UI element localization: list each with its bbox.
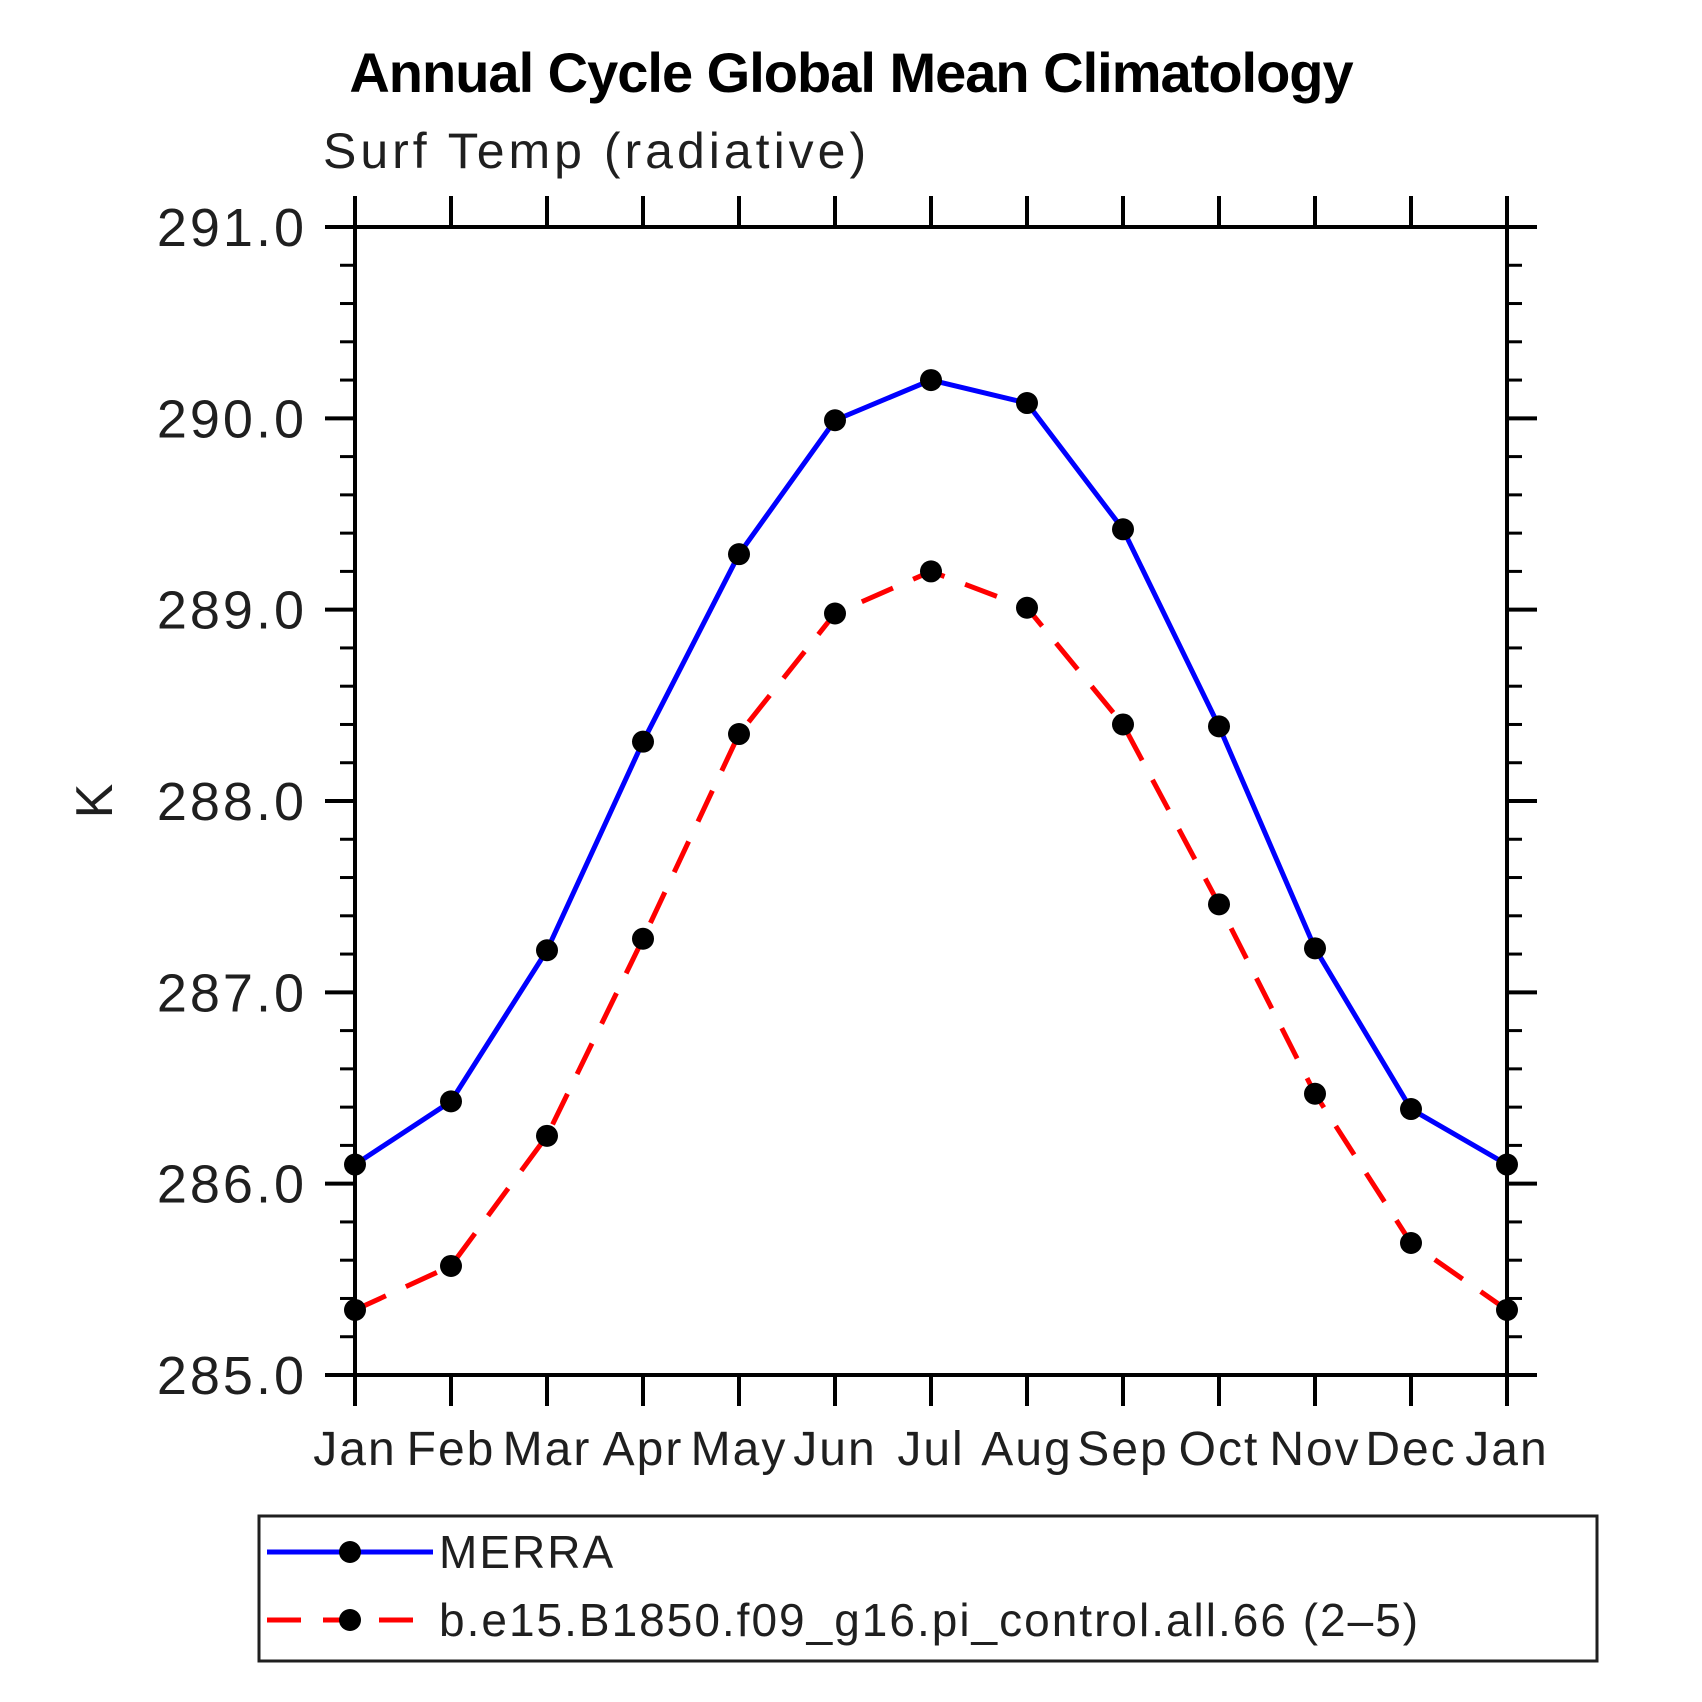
data-point bbox=[1208, 715, 1230, 738]
data-point bbox=[728, 543, 750, 566]
y-tick-label: 291.0 bbox=[157, 198, 307, 258]
y-tick-label: 290.0 bbox=[157, 389, 307, 449]
y-tick-label: 285.0 bbox=[157, 1346, 307, 1406]
x-tick-label: Jul bbox=[897, 1423, 964, 1476]
data-point bbox=[1400, 1231, 1422, 1254]
data-point bbox=[1304, 937, 1326, 960]
data-point bbox=[440, 1090, 462, 1113]
x-tick-label: Jun bbox=[793, 1423, 876, 1476]
legend-box bbox=[257, 1514, 1599, 1663]
data-point bbox=[1400, 1098, 1422, 1121]
y-axis-label: K bbox=[66, 782, 124, 819]
data-point bbox=[440, 1254, 462, 1277]
x-tick-label: Jan bbox=[1465, 1423, 1548, 1476]
data-point bbox=[824, 409, 846, 432]
legend-label-model: b.e15.B1850.f09_g16.pi_control.all.66 (2… bbox=[439, 1594, 1420, 1646]
legend-label-merra: MERRA bbox=[439, 1526, 615, 1578]
data-point bbox=[728, 723, 750, 746]
series-line-model bbox=[353, 568, 1509, 1313]
data-point bbox=[344, 1298, 366, 1321]
data-point bbox=[1208, 893, 1230, 916]
data-point bbox=[1112, 518, 1134, 541]
plot-frame bbox=[353, 225, 1509, 1377]
y-tick-label: 289.0 bbox=[157, 581, 307, 641]
legend: MERRA b.e15.B1850.f09_g16.pi_control.all… bbox=[257, 1514, 1599, 1663]
data-point bbox=[824, 602, 846, 625]
x-tick-label: May bbox=[691, 1423, 788, 1476]
x-tick-label: Feb bbox=[407, 1423, 496, 1476]
y-tick-label: 287.0 bbox=[157, 963, 307, 1023]
data-point bbox=[1016, 596, 1038, 619]
data-point bbox=[920, 560, 942, 583]
data-point bbox=[1112, 713, 1134, 736]
chart-subtitle: Surf Temp (radiative) bbox=[323, 123, 870, 179]
data-point bbox=[920, 369, 942, 392]
series-layer bbox=[344, 369, 1518, 1321]
y-tick-label: 288.0 bbox=[157, 772, 307, 832]
x-tick-label: Aug bbox=[981, 1423, 1072, 1476]
data-point bbox=[1016, 392, 1038, 415]
x-tick-label: Mar bbox=[503, 1423, 592, 1476]
x-tick-label: Apr bbox=[603, 1423, 684, 1476]
data-point bbox=[536, 1124, 558, 1147]
x-tick-label: Sep bbox=[1077, 1423, 1168, 1476]
chart-title: Annual Cycle Global Mean Climatology bbox=[349, 41, 1353, 104]
x-tick-label: Dec bbox=[1365, 1423, 1456, 1476]
legend-marker-model bbox=[339, 1609, 361, 1631]
data-point bbox=[1496, 1153, 1518, 1176]
y-tick-label: 286.0 bbox=[157, 1155, 307, 1215]
legend-marker-merra bbox=[339, 1541, 361, 1563]
data-point bbox=[344, 1153, 366, 1176]
series-line-merra bbox=[353, 377, 1509, 1167]
x-tick-label: Oct bbox=[1179, 1423, 1260, 1476]
data-point bbox=[632, 730, 654, 753]
data-point bbox=[536, 939, 558, 962]
x-tick-label: Nov bbox=[1269, 1423, 1360, 1476]
data-point bbox=[1304, 1082, 1326, 1105]
x-tick-label: Jan bbox=[313, 1423, 396, 1476]
data-point bbox=[1496, 1298, 1518, 1321]
data-point bbox=[632, 927, 654, 950]
